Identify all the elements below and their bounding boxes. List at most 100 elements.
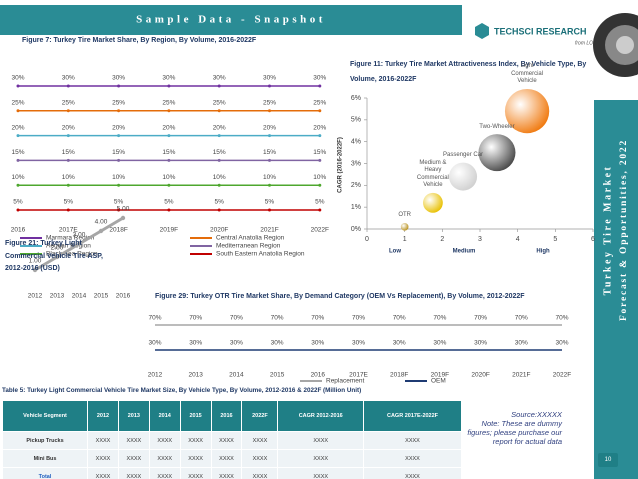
data-label: 15% — [263, 149, 276, 156]
header-cell: 2012 — [87, 400, 119, 432]
chart-title: Figure 7: Turkey Tire Market Share, By R… — [22, 37, 257, 44]
point-marker — [66, 109, 70, 113]
point-marker — [167, 158, 171, 162]
x-tick-label: 2017E — [59, 227, 78, 234]
x-tick-label: 6 — [591, 236, 595, 243]
x-tick-label: 5 — [553, 236, 557, 243]
data-label: 5% — [114, 199, 124, 206]
point-marker — [16, 134, 20, 138]
point-marker — [268, 109, 271, 113]
bubble — [423, 192, 443, 213]
header-title: Sample Data - Snapshot — [136, 14, 326, 26]
legend-label: Marmara Region — [46, 235, 95, 242]
table-cell: XXXX — [179, 431, 212, 450]
legend-label: Central Anatolia Region — [216, 235, 285, 242]
table-cell: XXXX — [241, 467, 279, 479]
table-cell: XXXX — [87, 449, 119, 468]
data-label: 70% — [433, 315, 446, 322]
data-label: 30% — [11, 75, 24, 82]
bubble — [400, 222, 409, 231]
table-cell: XXXX — [117, 449, 150, 468]
x-tick-label: 2019F — [160, 227, 178, 234]
point-marker — [167, 109, 171, 113]
data-label: 30% — [313, 75, 326, 82]
table-cell: XXXX — [117, 467, 150, 479]
x-tick-label: 2016 — [11, 227, 26, 234]
x-tick-label: 2018F — [109, 227, 127, 234]
x-tick-label: 3 — [478, 236, 482, 243]
point-marker — [217, 84, 221, 88]
point-marker — [66, 183, 70, 187]
point-marker — [318, 158, 322, 162]
table-cell: XXXX — [363, 467, 462, 479]
data-label: 30% — [352, 340, 365, 347]
data-label: 10% — [112, 174, 125, 181]
point-marker — [16, 158, 20, 162]
data-label: 2.00 — [51, 245, 64, 252]
data-label: 15% — [112, 149, 125, 156]
x-tick-label: 2022F — [553, 372, 571, 379]
table-cell: XXXX — [117, 431, 150, 450]
data-label: 15% — [313, 149, 326, 156]
data-label: 10% — [213, 174, 226, 181]
data-label: 70% — [515, 315, 528, 322]
point-marker — [217, 183, 221, 187]
point-marker — [217, 208, 221, 212]
data-label: 30% — [162, 75, 175, 82]
table-cell: XXXX — [148, 467, 181, 479]
data-label: 20% — [162, 124, 175, 131]
data-label: 5% — [265, 199, 275, 206]
point-marker — [167, 84, 171, 88]
data-label: 10% — [313, 174, 326, 181]
table-cell: Total — [1, 467, 89, 479]
data-label: 70% — [393, 315, 406, 322]
data-label: 70% — [474, 315, 487, 322]
x-tick-label: 2012 — [28, 293, 43, 300]
legend-label: Black Sea Region — [46, 251, 98, 258]
data-label: 15% — [213, 149, 226, 156]
x-tick-label: 2017E — [349, 372, 368, 379]
point-marker — [268, 183, 271, 187]
data-label: 20% — [263, 124, 276, 131]
table-cell: XXXX — [210, 467, 243, 479]
x-tick-label: 2021F — [260, 227, 278, 234]
table-cell: XXXX — [210, 449, 243, 468]
axis-annotation: High — [536, 249, 550, 255]
data-label: 30% — [393, 340, 406, 347]
data-label: 30% — [474, 340, 487, 347]
data-label: 20% — [313, 124, 326, 131]
point-marker — [117, 134, 121, 138]
bubble-label: Medium & Heavy Commercial Vehicle — [416, 159, 449, 189]
point-marker — [268, 208, 271, 212]
chart-title: Figure 29: Turkey OTR Tire Market Share,… — [155, 293, 525, 300]
data-label: 30% — [213, 75, 226, 82]
data-label: 25% — [62, 100, 75, 107]
table-cell: XXXX — [179, 449, 212, 468]
data-label: 25% — [213, 100, 226, 107]
x-tick-label: 2016 — [116, 293, 131, 300]
data-label: 25% — [162, 100, 175, 107]
bubble — [478, 134, 516, 172]
data-label: 25% — [263, 100, 276, 107]
point-marker — [318, 134, 322, 138]
table-cell: XXXX — [87, 467, 119, 479]
table-cell: XXXX — [148, 431, 181, 450]
data-label: 25% — [11, 100, 24, 107]
point-marker — [117, 84, 121, 88]
data-label: 4.00 — [95, 219, 108, 226]
legend-label: South Eastern Anatolia Region — [216, 251, 305, 258]
x-tick-label: 2016 — [311, 372, 326, 379]
bubble-label: Light Commercial Vehicle — [511, 63, 544, 85]
point-marker — [167, 134, 171, 138]
x-tick-label: 2014 — [72, 293, 87, 300]
legend-label: Aegean Region — [46, 243, 91, 250]
data-label: 5% — [315, 199, 325, 206]
data-label: 30% — [148, 340, 161, 347]
table-title: Table 5: Turkey Light Commercial Vehicle… — [2, 387, 362, 394]
point-marker — [268, 84, 271, 88]
data-label: 1.00 — [29, 258, 42, 265]
header-cell: 2015 — [179, 400, 212, 432]
axis-annotation: Low — [389, 249, 401, 255]
point-marker — [217, 109, 221, 113]
chart-title: Figure 21: Turkey Light Commercial Vehic… — [5, 240, 103, 272]
